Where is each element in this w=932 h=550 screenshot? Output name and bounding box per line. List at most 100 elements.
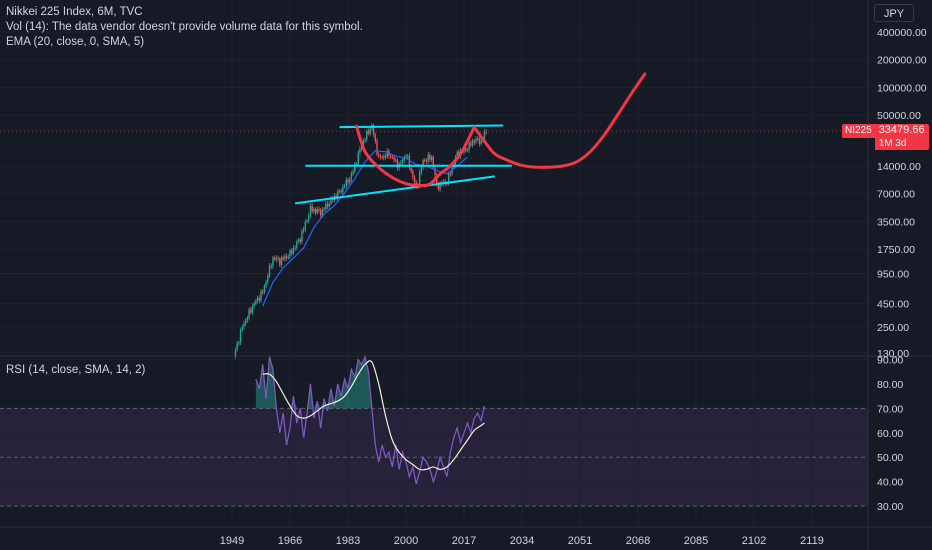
candle-body bbox=[439, 182, 441, 190]
price-axis-label: 14000.00 bbox=[877, 161, 921, 173]
candle-body bbox=[318, 209, 320, 211]
candle-body bbox=[289, 250, 291, 257]
candle-body bbox=[338, 190, 341, 192]
time-axis-label: 2085 bbox=[684, 535, 708, 547]
candle-body bbox=[430, 156, 433, 160]
candle-body bbox=[275, 258, 278, 260]
candle-body bbox=[258, 297, 260, 301]
candle-body bbox=[320, 210, 322, 216]
candle-body bbox=[296, 241, 298, 248]
candle-body bbox=[366, 130, 368, 140]
rsi-line bbox=[255, 354, 486, 485]
candle-body bbox=[250, 309, 252, 313]
candle-body bbox=[379, 155, 382, 157]
candle-body bbox=[236, 343, 238, 351]
candle-body bbox=[325, 203, 327, 210]
candle-body bbox=[475, 138, 477, 143]
candle-body bbox=[234, 350, 237, 357]
candle-body bbox=[418, 172, 421, 186]
candle-body bbox=[378, 154, 380, 156]
rsi-ma-line bbox=[262, 360, 485, 471]
candle-body bbox=[270, 265, 272, 267]
candle-body bbox=[330, 197, 332, 204]
candle-body bbox=[285, 256, 288, 258]
candle-body bbox=[316, 209, 318, 213]
rsi-overbought-fill bbox=[358, 359, 362, 409]
candle-body bbox=[345, 179, 347, 187]
candle-body bbox=[342, 186, 344, 193]
rsi-axis-label: 50.00 bbox=[877, 452, 903, 464]
candle-body bbox=[354, 163, 356, 172]
candle-body bbox=[480, 140, 482, 144]
candle-body bbox=[309, 205, 312, 215]
legend-volume: Vol (14): The data vendor doesn't provid… bbox=[6, 21, 363, 33]
ema-line bbox=[262, 150, 468, 307]
candle-body bbox=[239, 329, 242, 343]
price-axis-label: 400000.00 bbox=[877, 27, 927, 39]
rsi-overbought-fill bbox=[354, 359, 359, 409]
candle-body bbox=[280, 257, 283, 265]
time-axis-label: 2000 bbox=[394, 535, 418, 547]
candle-body bbox=[471, 140, 474, 146]
candle-body bbox=[429, 154, 431, 160]
legend-ema: EMA (20, close, 0, SMA, 5) bbox=[6, 36, 145, 48]
candle-body bbox=[328, 203, 330, 207]
time-axis-label: 2119 bbox=[800, 535, 824, 547]
candle-body bbox=[383, 155, 385, 158]
rsi-overbought-fill bbox=[337, 384, 342, 409]
candle-body bbox=[292, 248, 295, 254]
candle-body bbox=[470, 142, 472, 146]
rsi-axis-label: 60.00 bbox=[877, 428, 903, 440]
candle-body bbox=[456, 151, 458, 158]
candle-body bbox=[357, 152, 359, 164]
candle-body bbox=[350, 173, 353, 180]
candle-body bbox=[396, 160, 399, 169]
time-axis-label: 2017 bbox=[452, 535, 476, 547]
candle-body bbox=[301, 231, 303, 242]
currency-button[interactable]: JPY bbox=[874, 4, 914, 22]
candle-body bbox=[260, 291, 262, 301]
candle-body bbox=[263, 285, 266, 293]
candle-body bbox=[425, 160, 428, 162]
candle-body bbox=[308, 214, 310, 221]
candle-body bbox=[391, 156, 394, 158]
price-axis-label: 200000.00 bbox=[877, 55, 927, 67]
price-axis-label: 100000.00 bbox=[877, 82, 927, 94]
candle-body bbox=[483, 131, 486, 140]
candle-body bbox=[287, 256, 289, 258]
candle-body bbox=[299, 239, 301, 242]
candle-body bbox=[389, 156, 392, 158]
time-axis-label: 2068 bbox=[626, 535, 650, 547]
candle-body bbox=[306, 220, 308, 222]
candle-body bbox=[277, 258, 279, 260]
candle-body bbox=[294, 247, 296, 249]
candle-body bbox=[434, 167, 436, 176]
candle-body bbox=[284, 256, 286, 260]
candle-body bbox=[369, 128, 371, 134]
candle-body bbox=[349, 179, 351, 183]
candle-body bbox=[465, 147, 467, 151]
price-axis-label: 250.00 bbox=[877, 322, 909, 334]
rsi-axis-label: 30.00 bbox=[877, 501, 903, 513]
candle-body bbox=[446, 183, 448, 185]
time-axis-label: 1983 bbox=[336, 535, 360, 547]
candle-body bbox=[485, 131, 487, 133]
candle-body bbox=[424, 159, 426, 161]
candle-body bbox=[323, 208, 325, 210]
price-axis-label: 50000.00 bbox=[877, 110, 921, 122]
price-axis-label: 7000.00 bbox=[877, 189, 915, 201]
candle-body bbox=[393, 157, 395, 160]
candle-body bbox=[241, 326, 243, 330]
candle-body bbox=[244, 320, 247, 324]
price-tag-countdown: 1M 3d bbox=[878, 138, 907, 149]
candle-body bbox=[400, 162, 402, 164]
rsi-axis-label: 90.00 bbox=[877, 355, 903, 367]
candle-body bbox=[410, 167, 412, 172]
price-axis-label: 130.00 bbox=[877, 348, 909, 360]
time-axis-label: 2051 bbox=[568, 535, 592, 547]
price-tag-price: 33479.66 bbox=[878, 124, 925, 136]
candle-body bbox=[279, 259, 281, 265]
candle-body bbox=[343, 186, 346, 188]
candle-body bbox=[374, 134, 376, 141]
